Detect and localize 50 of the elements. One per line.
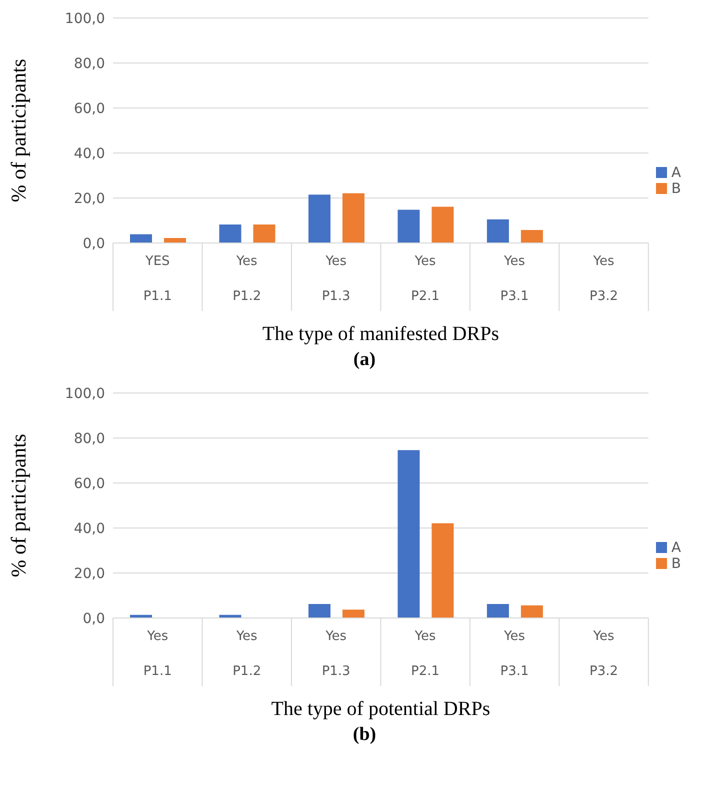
category-label: Yes P3.1 xyxy=(500,254,529,304)
category-label: Yes P1.2 xyxy=(232,254,262,304)
y-tick-label: 20,0 xyxy=(74,566,105,582)
y-tick-label: 80,0 xyxy=(74,430,105,447)
y-tick-label: 40,0 xyxy=(74,520,105,537)
bar xyxy=(432,206,454,243)
y-tick-label: 0,0 xyxy=(82,236,105,252)
category-label: Yes P3.1 xyxy=(500,629,529,679)
bar xyxy=(520,605,543,618)
legend-label: B xyxy=(671,556,681,572)
category-label: Yes P1.3 xyxy=(322,629,350,679)
y-axis-title: % of participants xyxy=(6,434,30,578)
category-label: Yes P3.2 xyxy=(590,629,618,679)
category-label: Yes P2.1 xyxy=(411,629,440,679)
y-tick-label: 40,0 xyxy=(74,146,105,162)
category-label: Yes P1.1 xyxy=(143,629,172,679)
bar xyxy=(308,194,330,243)
bar xyxy=(342,610,364,618)
bar xyxy=(164,238,186,243)
y-tick-label: 60,0 xyxy=(74,476,105,492)
bar xyxy=(398,210,420,243)
legend-label: A xyxy=(671,540,681,556)
category-label: Yes P1.2 xyxy=(232,629,262,679)
x-axis-title: The type of manifested DRPs xyxy=(262,323,500,345)
y-tick-label: 100,0 xyxy=(64,386,105,402)
bar xyxy=(342,193,364,243)
bar xyxy=(486,604,509,618)
y-tick-label: 20,0 xyxy=(74,190,105,207)
bar xyxy=(219,224,242,243)
bar xyxy=(253,224,276,243)
category-label: Yes P3.2 xyxy=(590,254,618,304)
y-tick-label: 100,0 xyxy=(64,10,105,27)
legend-label: B xyxy=(671,180,681,196)
y-tick-label: 0,0 xyxy=(82,610,105,627)
bar xyxy=(130,234,152,243)
text: (b) xyxy=(352,724,378,746)
y-axis-title: % of participants xyxy=(6,58,30,202)
y-tick-label: 80,0 xyxy=(74,56,105,72)
text: (a) xyxy=(352,349,377,371)
bar xyxy=(308,604,330,618)
legend-label: A xyxy=(671,164,681,180)
category-label: Yes P1.3 xyxy=(322,254,350,304)
bar xyxy=(398,450,420,618)
category-label: Yes P2.1 xyxy=(411,254,440,304)
bar xyxy=(432,523,454,618)
y-tick-label: 60,0 xyxy=(74,100,105,117)
category-label: YES P1.1 xyxy=(143,254,172,304)
bar xyxy=(520,230,543,243)
x-axis-title: The type of potential DRPs xyxy=(271,698,490,720)
bar xyxy=(486,219,509,243)
